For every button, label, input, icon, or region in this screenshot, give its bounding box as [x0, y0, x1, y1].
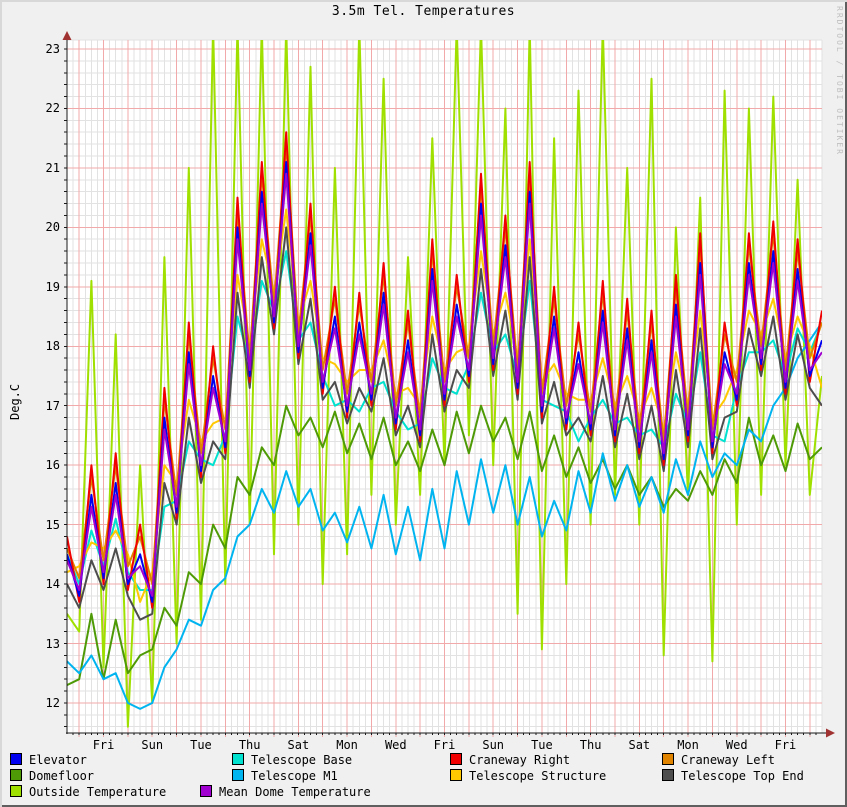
legend-item-outside-temperature: Outside Temperature [10, 785, 166, 798]
legend-swatch-craneway-left [662, 753, 674, 765]
legend-item-craneway-right: Craneway Right [450, 753, 570, 766]
x-tick-label-11-sat: Sat [628, 738, 651, 752]
legend-label-outside-temperature: Outside Temperature [29, 785, 167, 799]
y-tick-label-15: 15 [45, 517, 60, 532]
series-line-mean-dome-temperature [67, 172, 822, 597]
y-tick-label-18: 18 [45, 339, 60, 354]
legend-label-mean-dome-temperature: Mean Dome Temperature [219, 785, 371, 799]
chart-title: 3.5m Tel. Temperatures [331, 4, 516, 19]
series-line-telescope-structure [67, 208, 822, 603]
rrdtool-watermark: RRDTOOL / TOBI OETIKER [835, 6, 844, 156]
legend-item-telescope-m1: Telescope M1 [232, 769, 338, 782]
x-tick-label-8-sun: Sun [482, 738, 505, 752]
legend-swatch-telescope-structure [450, 769, 462, 781]
legend-swatch-domefloor [10, 769, 22, 781]
y-tick-label-22: 22 [45, 101, 60, 116]
legend-label-craneway-left: Craneway Left [681, 753, 775, 767]
legend-item-craneway-left: Craneway Left [662, 753, 775, 766]
legend-label-domefloor: Domefloor [29, 769, 95, 783]
y-tick-label-20: 20 [45, 220, 60, 235]
y-tick-label-13: 13 [45, 636, 60, 651]
legend-label-craneway-right: Craneway Right [469, 753, 571, 767]
legend-label-telescope-structure: Telescope Structure [469, 769, 607, 783]
x-tick-label-13-wed: Wed [725, 738, 748, 752]
series-line-craneway-right [67, 131, 822, 609]
legend-swatch-telescope-m1 [232, 769, 244, 781]
series-line-telescope-top-end [67, 226, 822, 621]
series-line-domefloor [67, 404, 822, 687]
y-tick-label-21: 21 [45, 160, 60, 175]
legend-label-elevator: Elevator [29, 753, 87, 767]
legend-item-telescope-top-end: Telescope Top End [662, 769, 804, 782]
legend-item-telescope-base: Telescope Base [232, 753, 352, 766]
legend-label-telescope-top-end: Telescope Top End [681, 769, 804, 783]
legend-label-telescope-m1: Telescope M1 [251, 769, 338, 783]
y-tick-label-14: 14 [45, 577, 60, 592]
legend-item-domefloor: Domefloor [10, 769, 94, 782]
y-tick-label-16: 16 [45, 458, 60, 473]
legend-label-telescope-base: Telescope Base [251, 753, 353, 767]
x-tick-label-5-mon: Mon [336, 738, 358, 752]
legend-item-elevator: Elevator [10, 753, 87, 766]
y-axis-arrow [62, 31, 72, 40]
y-tick-label-12: 12 [45, 695, 60, 710]
legend-swatch-telescope-top-end [662, 769, 674, 781]
x-tick-label-10-thu: Thu [579, 738, 602, 752]
y-tick-label-17: 17 [45, 398, 60, 413]
legend-swatch-mean-dome-temperature [200, 785, 212, 797]
legend-swatch-outside-temperature [10, 785, 22, 797]
x-tick-label-7-fri: Fri [433, 738, 456, 752]
y-tick-label-23: 23 [45, 42, 60, 56]
x-tick-label-4-sat: Sat [287, 738, 310, 752]
legend-swatch-telescope-base [232, 753, 244, 765]
x-axis-arrow [826, 728, 835, 738]
x-tick-label-2-tue: Tue [190, 738, 212, 752]
legend-item-mean-dome-temperature: Mean Dome Temperature [200, 785, 371, 798]
y-axis-label: Deg.C [8, 383, 22, 420]
x-tick-label-6-wed: Wed [384, 738, 407, 752]
x-tick-label-14-fri: Fri [774, 738, 797, 752]
x-tick-label-12-mon: Mon [677, 738, 699, 752]
legend-swatch-elevator [10, 753, 22, 765]
x-tick-label-1-sun: Sun [141, 738, 164, 752]
x-tick-label-0-fri: Fri [92, 738, 115, 752]
legend-swatch-craneway-right [450, 753, 462, 765]
y-tick-label-19: 19 [45, 279, 60, 294]
legend-item-telescope-structure: Telescope Structure [450, 769, 606, 782]
x-tick-label-9-tue: Tue [531, 738, 553, 752]
series-line-telescope-m1 [67, 321, 822, 710]
x-tick-label-3-thu: Thu [238, 738, 261, 752]
